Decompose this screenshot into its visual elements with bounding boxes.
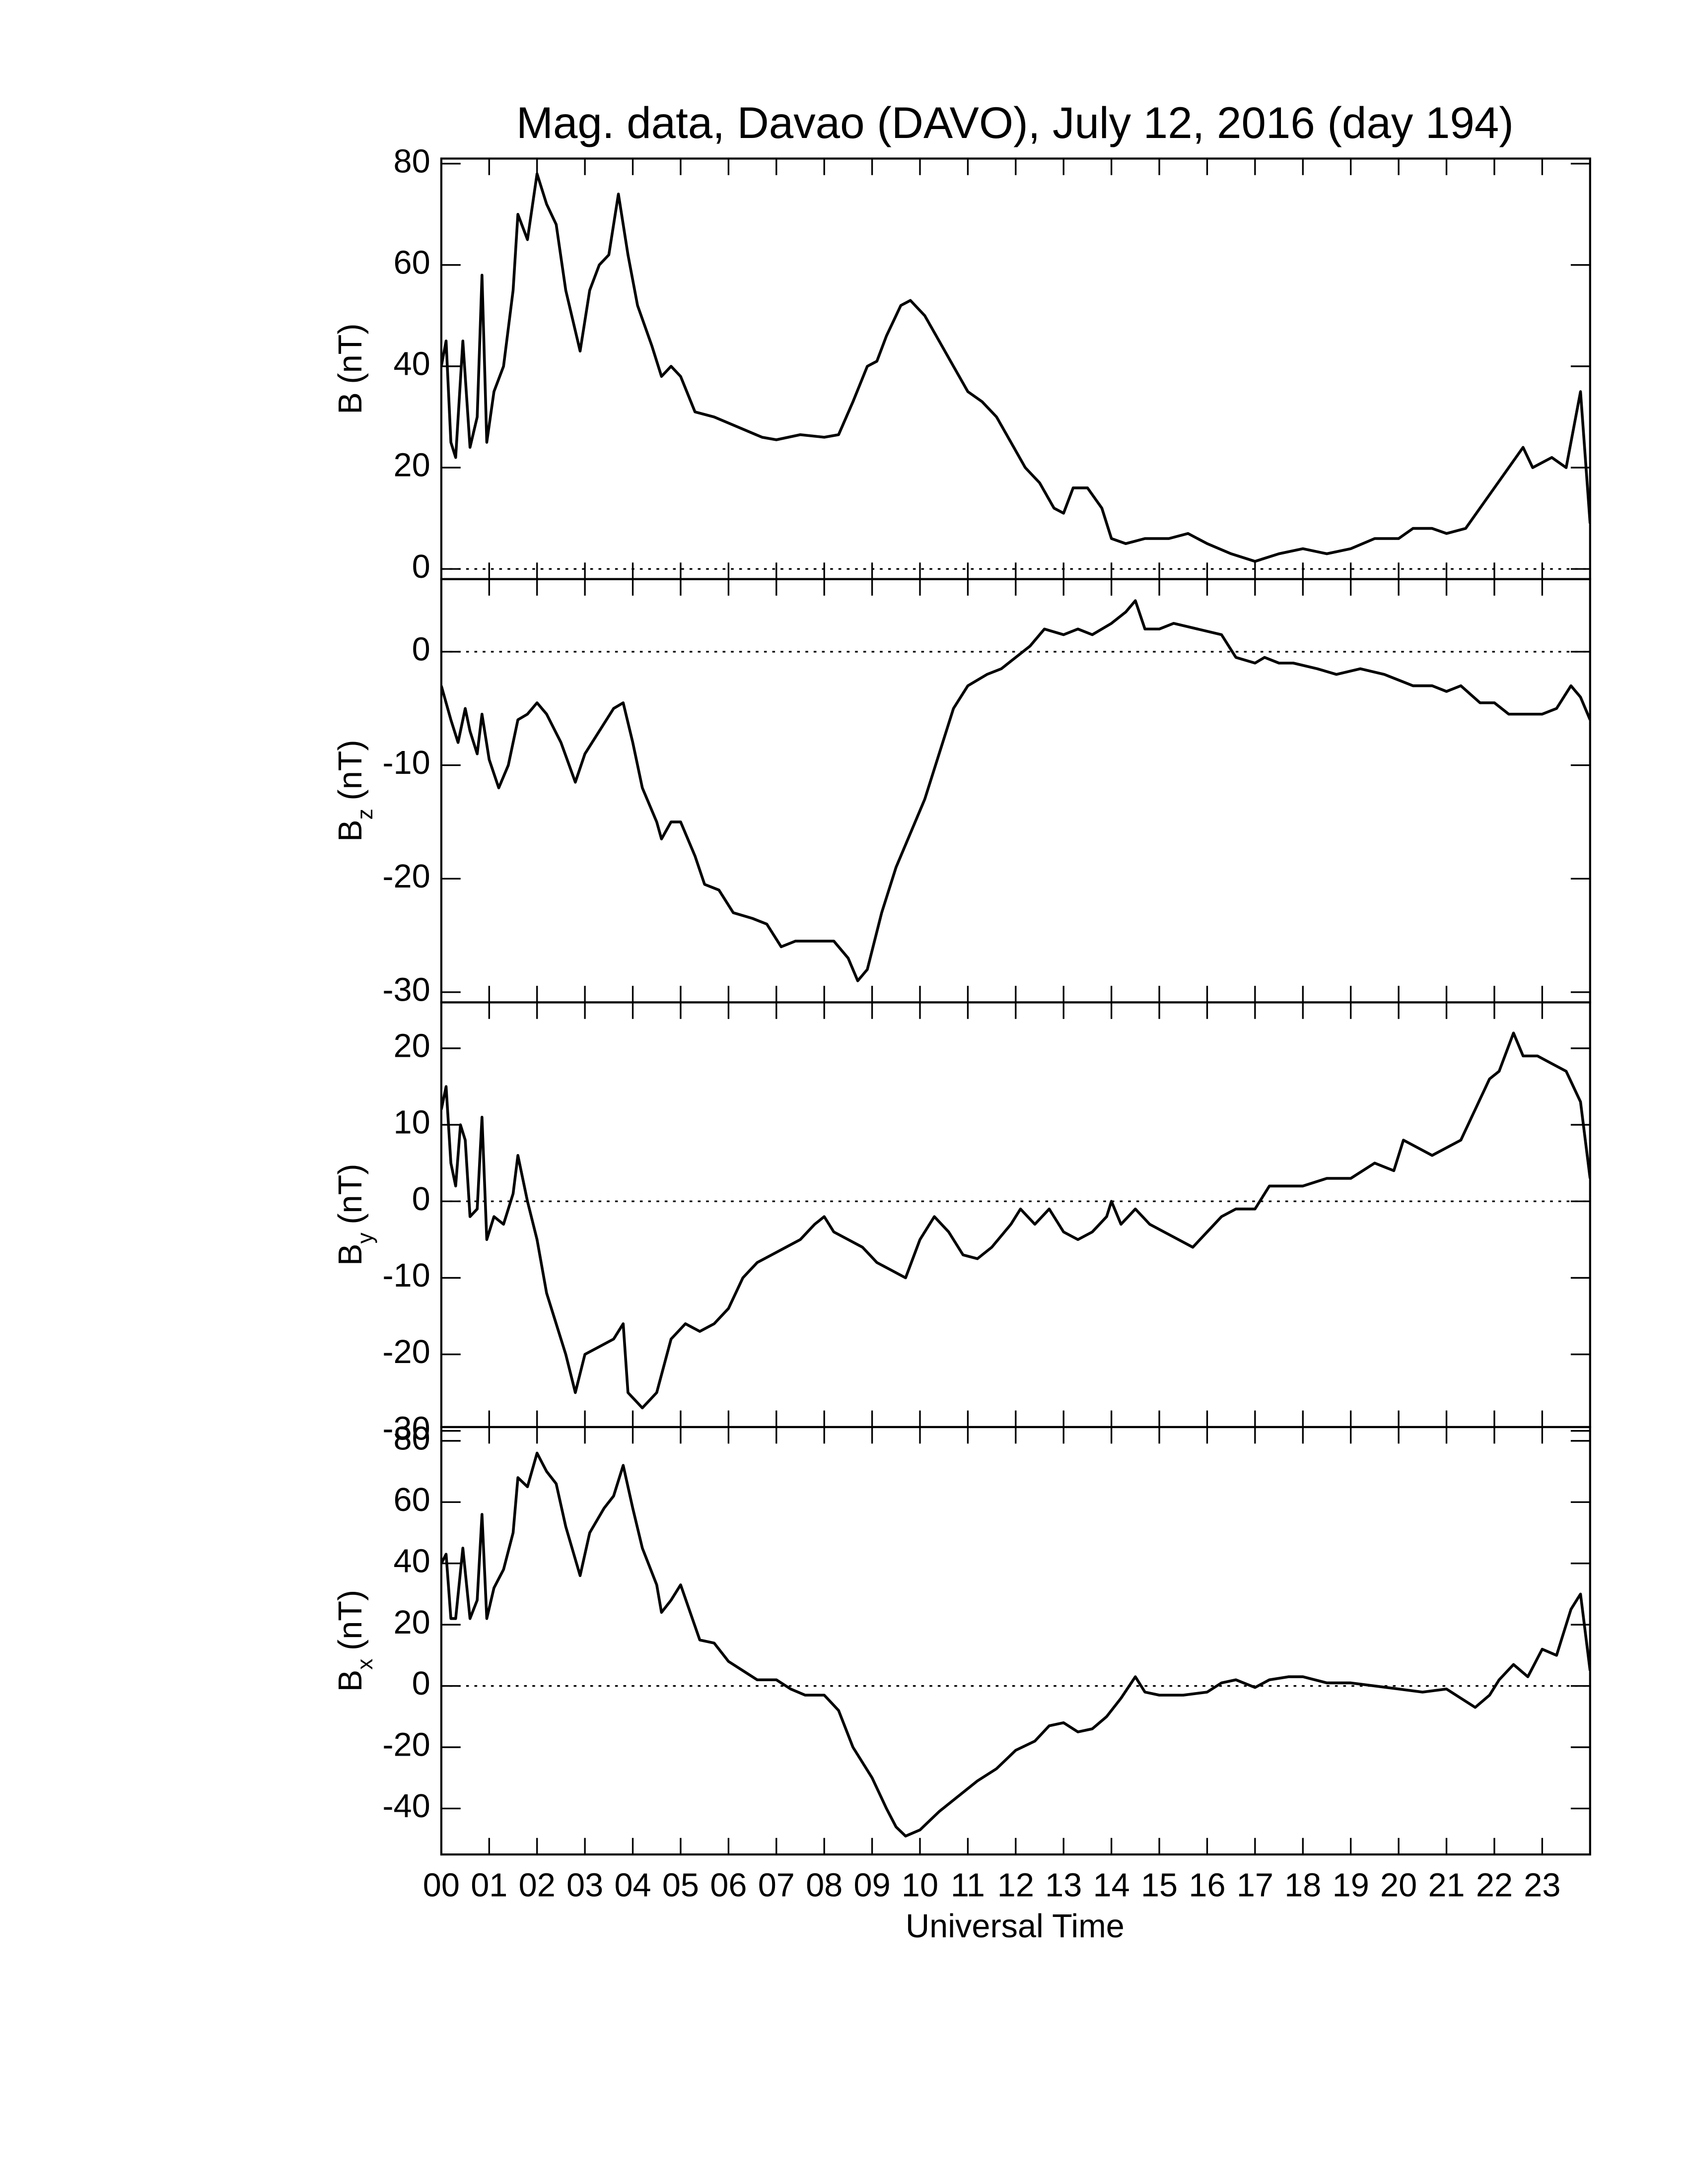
data-line <box>441 599 1590 982</box>
y-tick-label: 0 <box>412 548 430 585</box>
x-tick-label: 02 <box>519 1867 556 1904</box>
x-tick-label: 00 <box>423 1867 460 1904</box>
y-tick-label: 0 <box>412 1665 430 1702</box>
x-tick-label: 12 <box>997 1867 1034 1904</box>
y-axis-label-sub: x <box>353 1659 377 1670</box>
data-line <box>441 172 1590 563</box>
x-tick-label: 11 <box>951 1867 985 1904</box>
y-axis-label-symbol: B <box>332 392 369 414</box>
x-tick-label: 17 <box>1237 1867 1273 1904</box>
y-axis-label: Bz (nT) <box>332 740 377 842</box>
x-tick-label: 08 <box>806 1867 843 1904</box>
x-tick-label: 07 <box>758 1867 795 1904</box>
y-tick-label: 80 <box>394 143 430 180</box>
y-axis-label-symbol: B <box>332 1244 369 1266</box>
y-axis-label-unit: (nT) <box>332 1163 369 1224</box>
x-tick-label: 23 <box>1524 1867 1560 1904</box>
x-tick-label: 21 <box>1428 1867 1465 1904</box>
y-tick-label: -30 <box>382 1410 430 1447</box>
x-tick-label: 09 <box>854 1867 891 1904</box>
y-axis-label: B (nT) <box>332 323 369 414</box>
panel-frame <box>440 1426 1591 1856</box>
y-tick-label: 20 <box>394 447 430 484</box>
data-line <box>441 1031 1590 1410</box>
y-axis-label: By (nT) <box>332 1163 377 1266</box>
x-axis-label: Universal Time <box>906 1908 1125 1945</box>
y-tick-label: -20 <box>382 1727 430 1764</box>
chart-title: Mag. data, Davao (DAVO), July 12, 2016 (… <box>516 98 1514 147</box>
y-tick-label: 20 <box>394 1604 430 1641</box>
x-tick-label: 20 <box>1380 1867 1417 1904</box>
x-tick-label: 16 <box>1189 1867 1225 1904</box>
y-axis-label-unit: (nT) <box>332 1590 369 1650</box>
y-tick-label: -30 <box>382 971 430 1008</box>
x-tick-label: 13 <box>1045 1867 1082 1904</box>
panel-frame <box>440 578 1591 1004</box>
y-tick-label: -20 <box>382 1334 430 1370</box>
x-tick-label: 19 <box>1333 1867 1369 1904</box>
y-tick-label: 80 <box>394 1420 430 1457</box>
y-tick-label: -10 <box>382 1257 430 1294</box>
x-tick-label: 10 <box>902 1867 938 1904</box>
y-axis-label-symbol: B <box>332 1670 369 1692</box>
y-tick-label: 0 <box>412 631 430 668</box>
x-tick-label: 04 <box>614 1867 651 1904</box>
y-tick-label: 20 <box>394 1028 430 1065</box>
y-tick-label: 0 <box>412 1181 430 1218</box>
y-axis-label-unit: (nT) <box>332 323 369 384</box>
x-tick-label: 14 <box>1093 1867 1130 1904</box>
y-axis-label-sub: y <box>353 1232 377 1244</box>
x-tick-label: 03 <box>566 1867 603 1904</box>
x-tick-label: 05 <box>662 1867 699 1904</box>
y-tick-label: -20 <box>382 858 430 895</box>
y-tick-label: 40 <box>394 346 430 383</box>
x-tick-label: 18 <box>1284 1867 1321 1904</box>
y-tick-label: 40 <box>394 1543 430 1579</box>
y-tick-label: 60 <box>394 1482 430 1518</box>
y-axis-label-unit: (nT) <box>332 740 369 800</box>
data-line <box>441 1451 1590 1838</box>
x-tick-label: 06 <box>710 1867 747 1904</box>
y-tick-label: 10 <box>394 1104 430 1141</box>
y-tick-label: -10 <box>382 745 430 781</box>
x-tick-label: 22 <box>1476 1867 1513 1904</box>
y-axis-label: Bx (nT) <box>332 1590 377 1692</box>
y-tick-label: 60 <box>394 244 430 281</box>
y-tick-label: -40 <box>382 1788 430 1825</box>
x-tick-label: 15 <box>1141 1867 1178 1904</box>
y-axis-label-sub: z <box>353 809 377 819</box>
x-tick-label: 01 <box>471 1867 507 1904</box>
y-axis-label-symbol: B <box>332 819 369 841</box>
